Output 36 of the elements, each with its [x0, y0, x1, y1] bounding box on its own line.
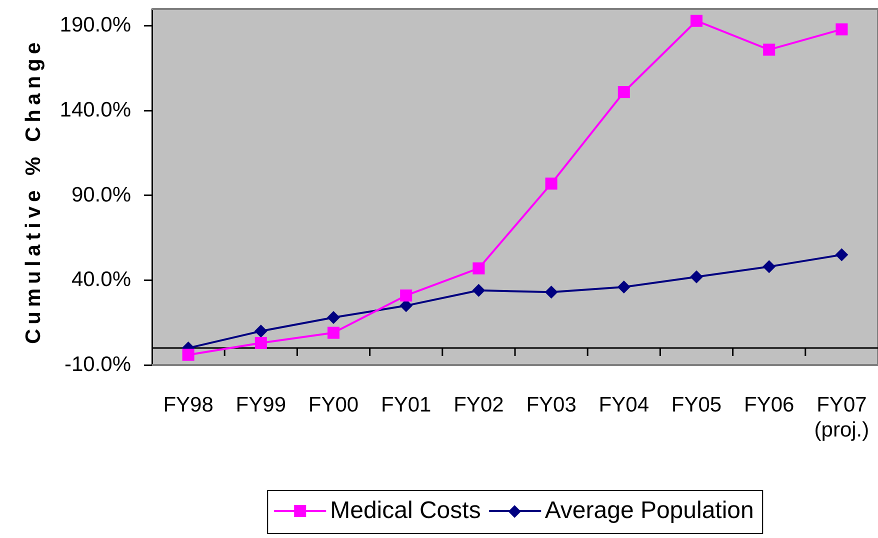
x-tick-label: FY05	[671, 393, 722, 416]
point	[327, 311, 340, 324]
point	[618, 86, 630, 98]
x-tick-label: FY99	[236, 393, 286, 416]
y-tick-label: 190.0%	[60, 14, 131, 37]
point	[690, 270, 703, 284]
point	[472, 284, 486, 297]
point	[617, 280, 630, 294]
point	[836, 23, 848, 36]
y-tick-label: -10.0%	[64, 352, 131, 376]
point	[472, 262, 485, 274]
point	[182, 348, 194, 361]
x-tick-label: FY03	[526, 393, 576, 416]
point	[400, 289, 412, 302]
point	[544, 286, 558, 299]
y-tick-label: 40.0%	[71, 268, 131, 292]
x-tick-label: FY98	[163, 393, 214, 416]
y-tick-label: 140.0%	[60, 98, 131, 122]
point	[690, 14, 703, 27]
y-axis-title: Cumulative % Change	[22, 38, 45, 344]
point	[254, 336, 267, 349]
x-tick-label: FY02	[454, 393, 504, 416]
x-tick-label: FY00	[308, 393, 359, 416]
point	[254, 324, 268, 338]
point	[763, 44, 776, 56]
y-tick-label: 90.0%	[71, 183, 131, 206]
point	[327, 326, 340, 339]
x-tick-label: FY01	[381, 393, 432, 416]
x-tick-label: FY06	[744, 393, 794, 416]
x-tick-label: FY07 (proj.)	[814, 393, 870, 442]
x-tick-label: FY04	[598, 393, 650, 416]
point	[545, 178, 558, 190]
legend-label: Medical Costs	[330, 497, 481, 525]
point	[835, 248, 848, 262]
point	[762, 260, 776, 274]
legend-label: Average Population	[544, 497, 754, 525]
